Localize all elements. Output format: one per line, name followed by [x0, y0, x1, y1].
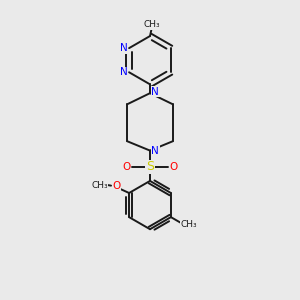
- Text: N: N: [152, 87, 159, 97]
- Text: O: O: [122, 162, 130, 172]
- Text: CH₃: CH₃: [181, 220, 197, 229]
- Text: S: S: [146, 160, 154, 173]
- Text: N: N: [152, 146, 159, 156]
- Text: O: O: [112, 181, 121, 190]
- Text: N: N: [120, 67, 128, 77]
- Text: O: O: [170, 162, 178, 172]
- Text: N: N: [120, 43, 128, 53]
- Text: CH₃: CH₃: [91, 181, 108, 190]
- Text: CH₃: CH₃: [143, 20, 160, 29]
